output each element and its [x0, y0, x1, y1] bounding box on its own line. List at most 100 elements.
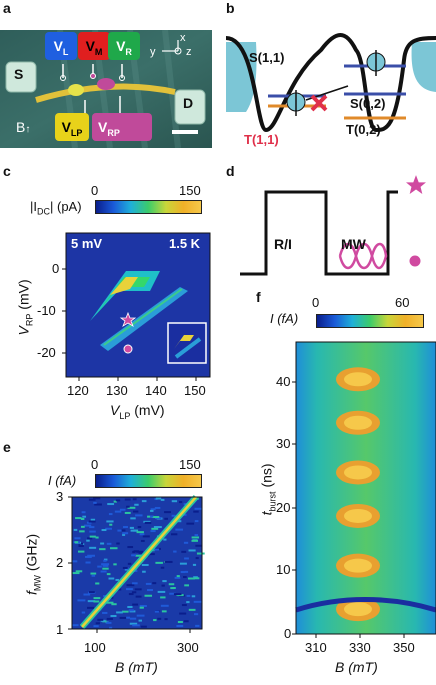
- e-noise-cell: [160, 596, 166, 599]
- e-noise-cell: [177, 594, 184, 597]
- e-noise-cell: [191, 595, 196, 598]
- e-noise-cell: [141, 500, 147, 503]
- panel-a-letter: a: [3, 0, 11, 16]
- e-noise-cell: [126, 505, 130, 508]
- drain-pad: [174, 89, 206, 125]
- e-noise-cell: [89, 535, 96, 538]
- panel-c-annot-left: 5 mV: [71, 236, 103, 251]
- e-noise-cell: [151, 548, 160, 551]
- e-noise-cell: [122, 533, 126, 536]
- panel-f-xlabel: B (mT): [335, 659, 378, 675]
- panel-f-colorbar-tick-min: 0: [312, 295, 320, 310]
- e-noise-cell: [91, 574, 96, 577]
- panel-e-plot: [68, 495, 205, 633]
- gate-label-vrp: VRP: [92, 113, 152, 141]
- panel-c-ylabel: VRP (mV): [15, 279, 35, 336]
- e-noise-cell: [181, 604, 187, 607]
- e-noise-cell: [93, 625, 99, 628]
- e-noise-cell: [134, 503, 139, 506]
- e-noise-cell: [72, 572, 80, 575]
- circle-marker: [123, 344, 133, 354]
- e-noise-cell: [186, 594, 191, 597]
- panel-f-ytick-3: 10: [276, 562, 291, 577]
- e-noise-cell: [161, 610, 167, 613]
- e-noise-cell: [115, 499, 121, 502]
- e-noise-cell: [73, 528, 78, 531]
- e-noise-cell: [194, 520, 199, 523]
- e-noise-cell: [132, 498, 137, 501]
- e-noise-cell: [72, 624, 79, 627]
- panel-c-colorbar-tick-min: 0: [91, 183, 99, 198]
- panel-f-colorbar-label: I (fA): [270, 311, 299, 326]
- panel-e-letter: e: [3, 439, 11, 455]
- e-noise-cell: [176, 624, 184, 627]
- e-noise-cell: [89, 530, 96, 533]
- e-noise-cell: [85, 555, 92, 558]
- e-noise-cell: [176, 575, 180, 578]
- e-noise-cell: [106, 601, 114, 604]
- e-noise-cell: [109, 523, 113, 526]
- e-noise-cell: [179, 562, 187, 565]
- e-noise-cell: [174, 576, 181, 579]
- e-noise-cell: [101, 563, 110, 566]
- e-noise-cell: [95, 536, 99, 539]
- e-noise-cell: [119, 616, 127, 619]
- panel-e-xlabel: B (mT): [115, 659, 158, 675]
- label-ri: R/I: [274, 236, 292, 252]
- e-noise-cell: [160, 604, 169, 607]
- e-noise-cell: [149, 553, 155, 556]
- e-noise-cell: [135, 514, 143, 517]
- e-noise-cell: [109, 626, 113, 629]
- e-noise-cell: [150, 530, 156, 533]
- e-noise-cell: [164, 511, 171, 514]
- e-noise-cell: [138, 551, 143, 554]
- e-noise-cell: [81, 511, 86, 514]
- panel-f-ytick-1: 30: [276, 436, 291, 451]
- f-band-core-4: [344, 415, 372, 430]
- e-noise-cell: [145, 582, 152, 585]
- e-noise-cell: [119, 508, 126, 511]
- e-noise-cell: [134, 588, 142, 591]
- e-noise-cell: [88, 520, 96, 523]
- e-noise-cell: [102, 564, 109, 567]
- e-noise-cell: [171, 514, 176, 517]
- e-noise-cell: [133, 510, 139, 513]
- e-noise-cell: [129, 622, 138, 625]
- e-noise-cell: [136, 614, 145, 617]
- e-noise-cell: [84, 524, 92, 527]
- e-noise-cell: [150, 515, 154, 518]
- panel-e-ylabel: fMW (GHz): [23, 533, 43, 595]
- e-noise-cell: [164, 517, 169, 520]
- e-noise-cell: [86, 521, 92, 524]
- e-noise-cell: [126, 584, 135, 587]
- e-noise-cell: [183, 541, 189, 544]
- gate-label-vl: VL: [45, 32, 77, 60]
- panel-c-ytick-1: -10: [37, 303, 56, 318]
- e-noise-cell: [139, 606, 144, 609]
- e-noise-cell: [164, 560, 173, 563]
- f-band-core-1: [344, 558, 372, 573]
- e-noise-cell: [75, 517, 82, 520]
- panel-b-potential-diagram: [226, 33, 436, 133]
- e-noise-cell: [151, 527, 159, 530]
- e-noise-cell: [132, 603, 139, 606]
- e-noise-cell: [180, 571, 186, 574]
- e-noise-cell: [124, 498, 131, 501]
- e-noise-cell: [127, 506, 136, 509]
- label-s02: S(0,2): [350, 96, 386, 111]
- e-noise-cell: [130, 517, 136, 520]
- e-noise-cell: [127, 562, 132, 565]
- e-noise-cell: [93, 497, 101, 500]
- e-noise-cell: [191, 539, 199, 542]
- source-pad: [5, 61, 37, 93]
- panel-f-letter: f: [256, 289, 261, 305]
- e-noise-cell: [86, 539, 90, 542]
- panel-e-colorbar: [95, 474, 202, 488]
- panel-c-colorbar-tick-max: 150: [179, 183, 201, 198]
- f-band-core-3: [344, 465, 372, 480]
- panel-c-colorbar: [95, 200, 202, 214]
- e-noise-cell: [124, 511, 131, 514]
- e-noise-cell: [128, 609, 134, 612]
- e-noise-cell: [113, 563, 117, 566]
- e-noise-cell: [182, 575, 187, 578]
